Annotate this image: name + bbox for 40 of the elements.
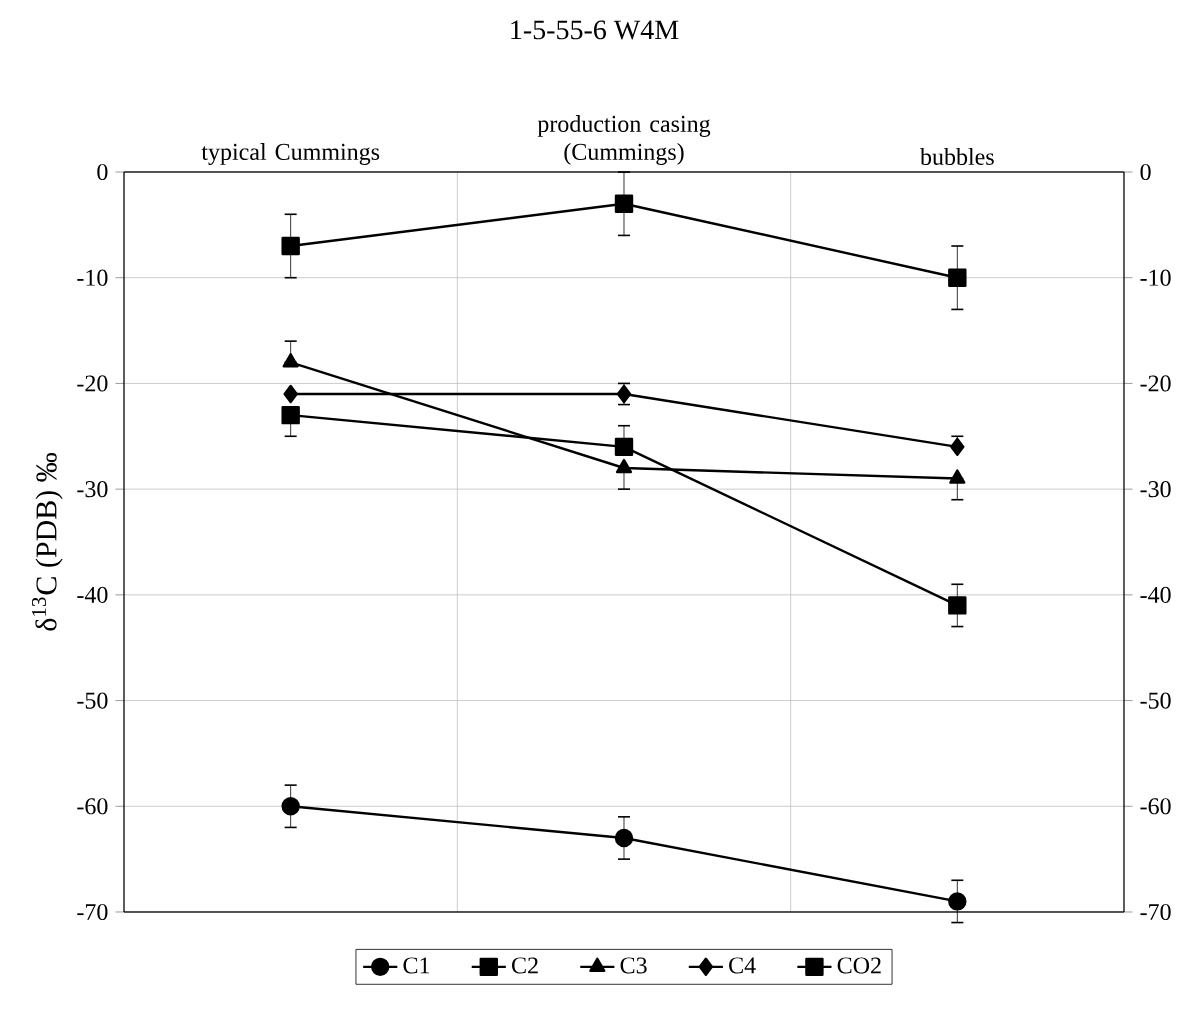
legend-label: C4 [729, 957, 756, 974]
y-tick-label: -30 [77, 481, 108, 498]
x-tick-label: bubbles [920, 148, 994, 165]
point [948, 892, 967, 911]
y-tick-label: 0 [97, 163, 108, 181]
point [949, 469, 966, 484]
point [281, 797, 300, 816]
y2-tick-label: -30 [1140, 481, 1171, 498]
y2-tick-label: -50 [1140, 692, 1171, 709]
point [282, 353, 299, 368]
x-tick-label: production casing (Cummings) [537, 115, 711, 165]
point [614, 194, 634, 213]
y-tick-label: -50 [77, 692, 108, 709]
point [950, 437, 965, 457]
legend-label: C1 [403, 957, 430, 974]
point [615, 458, 633, 474]
chart-title: 1-5-55-6 W4M [511, 20, 679, 40]
y2-tick-label: -70 [1140, 903, 1171, 921]
y2-tick-label: 0 [1140, 163, 1151, 181]
legend-label: CO2 [837, 957, 881, 974]
x-tick-label: typical Cummings [201, 143, 380, 165]
y2-tick-label: -10 [1140, 269, 1171, 286]
y-tick-label: -10 [77, 269, 108, 286]
y-tick-label: -60 [77, 798, 108, 815]
y2-tick-label: -20 [1140, 375, 1171, 392]
y-tick-label: -40 [77, 586, 108, 603]
point [281, 405, 300, 425]
y2-tick-label: -40 [1140, 586, 1171, 603]
point [283, 384, 298, 404]
y-tick-label: -20 [77, 375, 108, 392]
legend-label: C2 [512, 957, 538, 974]
legend-label: C3 [620, 957, 647, 974]
y-tick-label: -70 [77, 903, 108, 921]
point [948, 596, 967, 615]
y2-tick-label: -60 [1140, 798, 1171, 815]
point [948, 268, 967, 287]
y-axis-title: δ$^{13}$C (PDB) ‰ [31, 453, 63, 631]
point [614, 437, 634, 457]
point [281, 236, 300, 256]
point [614, 828, 634, 848]
